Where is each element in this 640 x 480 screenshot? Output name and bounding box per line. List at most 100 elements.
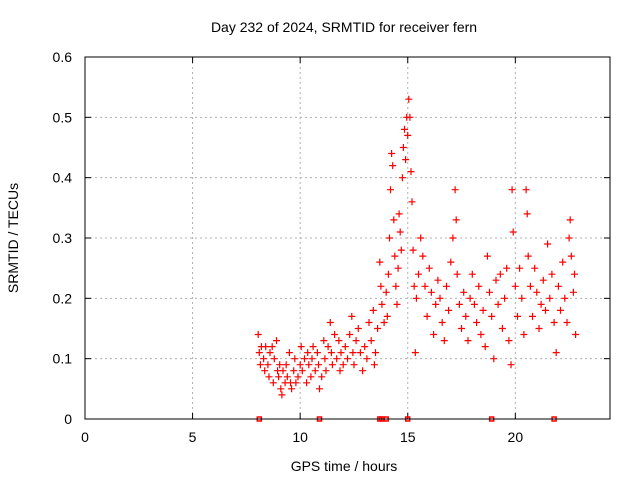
data-point	[336, 367, 344, 375]
data-point	[488, 312, 496, 320]
data-point	[475, 282, 483, 290]
data-point	[535, 325, 543, 332]
data-point	[291, 355, 299, 363]
data-point	[490, 355, 498, 363]
data-point	[452, 216, 460, 224]
data-point	[523, 210, 531, 218]
data-point	[296, 361, 304, 369]
data-point	[514, 312, 521, 320]
data-point	[498, 325, 506, 332]
data-point	[344, 355, 351, 363]
data-point	[331, 331, 339, 338]
data-point	[265, 373, 273, 381]
data-point	[354, 325, 362, 332]
data-point	[477, 331, 485, 338]
data-point	[539, 276, 547, 284]
data-point	[434, 276, 442, 284]
data-point	[389, 162, 397, 170]
data-point	[405, 95, 413, 103]
data-point	[468, 270, 476, 278]
data-point	[377, 282, 385, 290]
y-tick-label: 0.5	[53, 109, 73, 125]
data-point	[311, 367, 319, 375]
data-point	[566, 216, 574, 224]
y-tick-label: 0.6	[53, 49, 73, 65]
data-point	[406, 113, 414, 121]
data-point	[394, 264, 402, 272]
data-point	[285, 349, 293, 357]
data-point	[346, 331, 354, 338]
data-point	[430, 331, 438, 338]
data-point	[445, 306, 453, 314]
data-point	[460, 288, 468, 296]
data-point	[415, 270, 422, 278]
data-point	[380, 319, 388, 326]
data-point	[254, 331, 262, 338]
data-point	[322, 367, 330, 375]
data-point	[313, 349, 321, 357]
data-point	[365, 319, 373, 326]
x-tick-label: 10	[292, 429, 308, 445]
data-point	[297, 343, 305, 351]
data-point	[378, 300, 386, 308]
data-point	[398, 174, 406, 182]
data-point	[282, 361, 290, 369]
data-point	[507, 361, 515, 369]
data-point	[356, 349, 364, 357]
x-axis-label: GPS time / hours	[291, 458, 398, 474]
data-point	[552, 349, 560, 357]
data-point	[359, 367, 367, 375]
y-axis: 0 0.1 0.2 0.3 0.4 0.5 0.6	[53, 49, 610, 427]
data-point	[440, 337, 448, 345]
data-point	[473, 319, 481, 326]
data-point	[352, 337, 360, 345]
data-point	[363, 355, 371, 363]
data-point	[423, 312, 431, 320]
plot-frame	[84, 56, 611, 420]
data-points	[254, 95, 580, 399]
data-point	[301, 355, 308, 363]
data-point	[449, 234, 457, 242]
data-point	[447, 258, 455, 266]
data-point	[526, 282, 534, 290]
data-point	[348, 312, 356, 320]
data-point	[479, 306, 487, 314]
data-point	[273, 337, 280, 345]
data-point	[511, 282, 519, 290]
data-point	[546, 294, 554, 302]
data-point	[529, 312, 536, 320]
data-point	[309, 343, 317, 351]
data-point	[496, 270, 504, 278]
data-point	[316, 385, 323, 393]
data-point	[410, 282, 418, 290]
data-point	[522, 186, 530, 194]
data-point	[255, 349, 263, 357]
data-point	[481, 343, 489, 351]
data-point	[518, 294, 526, 302]
data-point	[395, 210, 403, 218]
data-point	[268, 343, 276, 351]
data-point	[572, 331, 580, 338]
data-point	[288, 385, 296, 393]
data-point	[509, 228, 517, 236]
data-point	[421, 282, 429, 290]
data-point	[264, 361, 272, 369]
y-tick-label: 0.1	[53, 351, 73, 367]
data-point	[384, 270, 392, 278]
data-point	[318, 373, 326, 381]
y-axis-label: SRMTID / TECUs	[5, 183, 21, 293]
data-point	[544, 240, 552, 248]
data-point	[333, 355, 341, 363]
data-point	[451, 186, 459, 194]
data-point	[388, 150, 396, 157]
data-point	[275, 373, 283, 381]
data-point	[321, 355, 329, 363]
data-point	[367, 337, 375, 345]
data-point	[419, 252, 427, 260]
data-point	[320, 337, 328, 345]
data-point	[537, 300, 545, 308]
data-point	[374, 325, 382, 332]
chart-title: Day 232 of 2024, SRMTID for receiver fer…	[211, 19, 477, 35]
data-point	[542, 306, 549, 314]
